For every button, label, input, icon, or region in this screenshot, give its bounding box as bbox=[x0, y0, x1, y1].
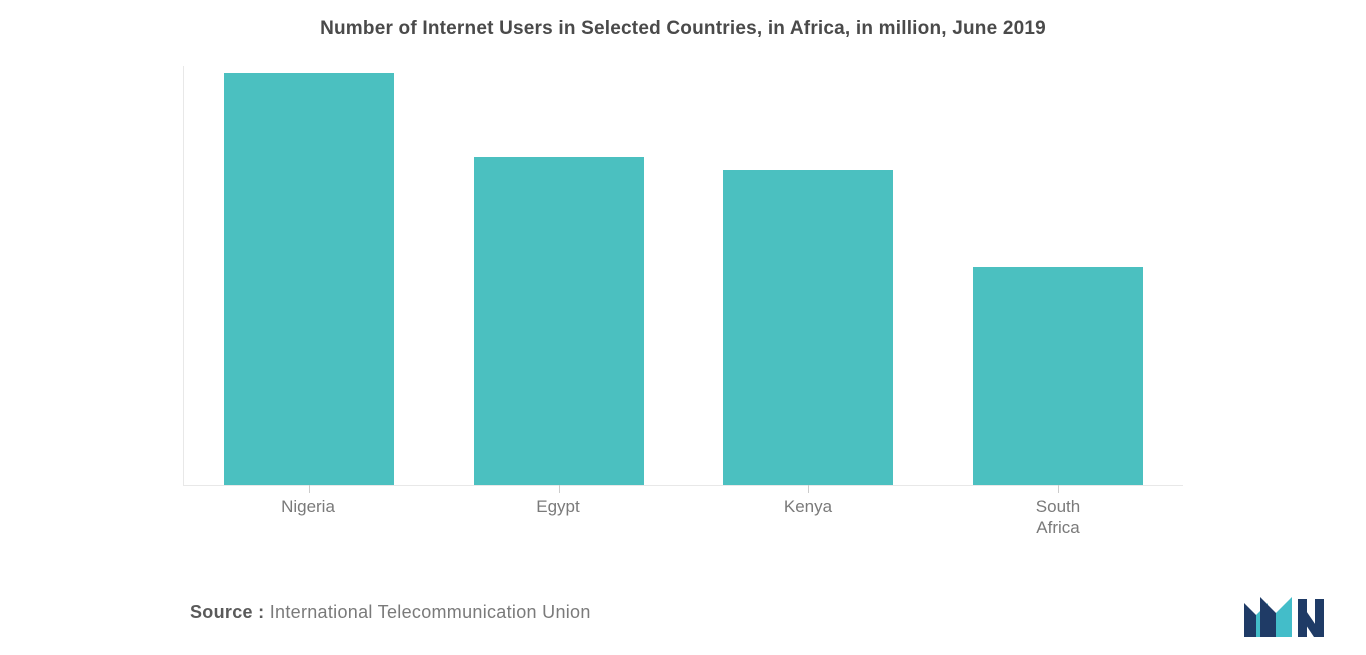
mordor-logo-icon bbox=[1242, 593, 1328, 641]
bar-slot bbox=[933, 66, 1183, 485]
bar-slot bbox=[434, 66, 684, 485]
bars-row bbox=[184, 66, 1183, 485]
bar-nigeria bbox=[224, 73, 394, 485]
x-tick bbox=[309, 485, 310, 493]
x-tick bbox=[808, 485, 809, 493]
x-tick bbox=[559, 485, 560, 493]
bar-slot bbox=[684, 66, 934, 485]
bar-south-africa bbox=[973, 267, 1143, 485]
source-text: International Telecommunication Union bbox=[264, 602, 590, 622]
chart-title: Number of Internet Users in Selected Cou… bbox=[40, 0, 1326, 40]
x-labels-row: Nigeria Egypt Kenya South Africa bbox=[183, 496, 1183, 539]
bar-slot bbox=[184, 66, 434, 485]
source-label: Source : bbox=[190, 602, 264, 622]
bar-egypt bbox=[474, 157, 644, 485]
x-tick bbox=[1058, 485, 1059, 493]
x-label: Kenya bbox=[683, 496, 933, 539]
x-label: South Africa bbox=[933, 496, 1183, 539]
plot-area bbox=[183, 66, 1183, 486]
x-label: Nigeria bbox=[183, 496, 433, 539]
x-label: Egypt bbox=[433, 496, 683, 539]
bar-kenya bbox=[723, 170, 893, 485]
chart-container: Number of Internet Users in Selected Cou… bbox=[0, 0, 1366, 655]
source-line: Source : International Telecommunication… bbox=[190, 602, 591, 623]
